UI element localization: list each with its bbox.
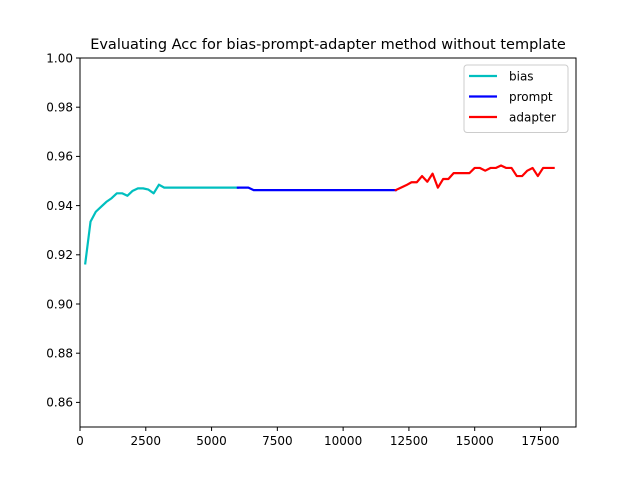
series-layer — [84, 164, 555, 265]
x-tick-label: 7500 — [262, 434, 293, 448]
x-tick-label: 0 — [76, 434, 84, 448]
y-tick-label: 1.00 — [46, 51, 73, 65]
y-tick-label: 0.90 — [46, 297, 73, 311]
x-tick-label: 5000 — [196, 434, 227, 448]
chart-title: Evaluating Acc for bias-prompt-adapter m… — [90, 37, 566, 53]
y-tick-label: 0.88 — [46, 347, 73, 361]
x-tick-label: 17500 — [521, 434, 559, 448]
x-tick-label: 15000 — [456, 434, 494, 448]
y-tick-label: 0.96 — [46, 150, 73, 164]
legend-label-prompt: prompt — [509, 90, 553, 104]
y-axis: 0.86 0.88 0.90 0.92 0.94 0.96 0.98 1.00 — [46, 51, 80, 410]
series-line-prompt — [236, 186, 397, 192]
legend: bias prompt adapter — [463, 64, 569, 133]
x-tick-label: 2500 — [131, 434, 162, 448]
x-tick-label: 12500 — [390, 434, 428, 448]
legend-label-adapter: adapter — [509, 111, 556, 125]
y-tick-label: 0.94 — [46, 199, 73, 213]
axes-frame — [79, 57, 577, 428]
series-line-adapter — [394, 164, 555, 192]
legend-label-bias: bias — [509, 70, 534, 84]
series-line-bias — [84, 183, 239, 265]
y-tick-label: 0.92 — [46, 248, 73, 262]
x-tick-label: 10000 — [324, 434, 362, 448]
y-tick-label: 0.86 — [46, 396, 73, 410]
y-tick-label: 0.98 — [46, 101, 73, 115]
x-axis: 0 2500 5000 7500 10000 12500 15000 17500 — [76, 427, 560, 448]
legend-box — [463, 64, 569, 133]
